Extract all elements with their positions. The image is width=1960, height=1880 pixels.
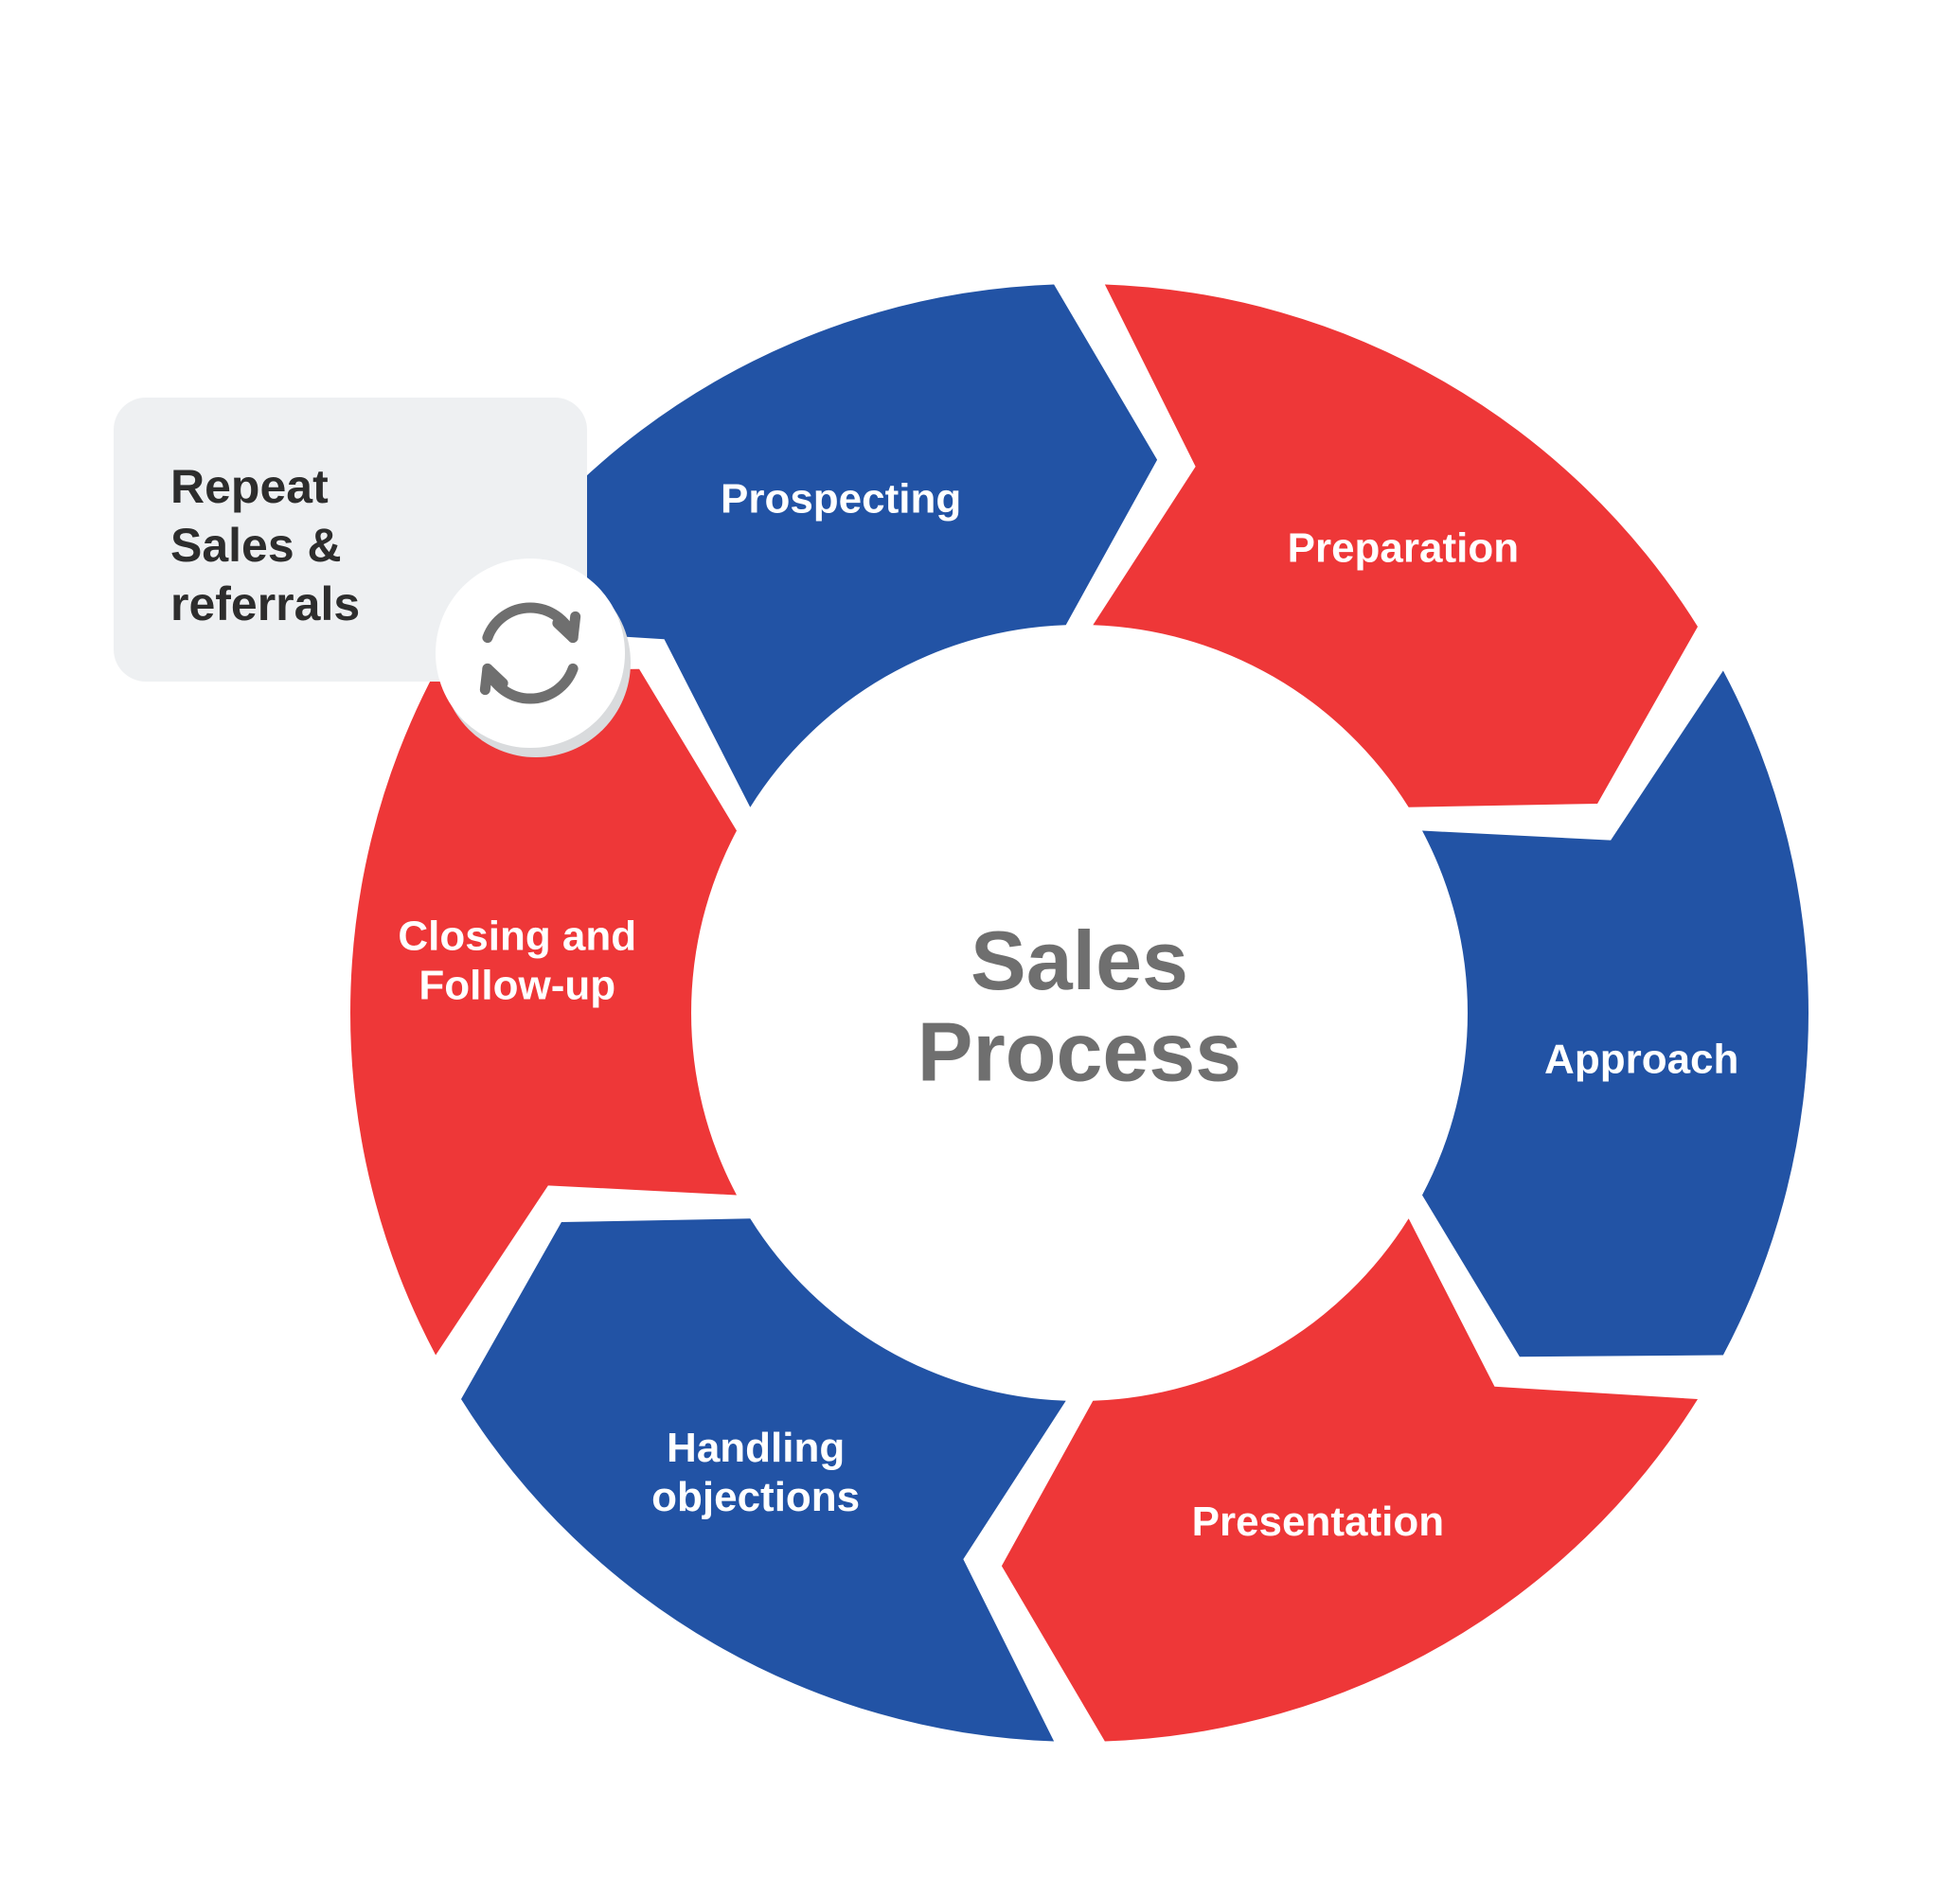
cycle-ring-svg: Prospecting Preparation Approach Presentati… xyxy=(0,0,1960,1880)
segment-label-3-0: Presentation xyxy=(1192,1499,1445,1545)
sales-process-diagram: Prospecting Preparation Approach Presentati… xyxy=(0,0,1960,1880)
center-title-line1: Sales xyxy=(971,913,1188,1007)
repeat-callout: Repeat Sales & referrals xyxy=(114,398,631,757)
center-title-line2: Process xyxy=(918,1005,1241,1099)
segment-label-2-0: Approach xyxy=(1544,1037,1738,1083)
cycle-icon-circle xyxy=(436,559,625,748)
segment-label-5-0: Closing and xyxy=(398,913,636,960)
segment-label-0-0: Prospecting xyxy=(721,475,961,522)
callout-line-2: referrals xyxy=(170,577,360,630)
callout-line-0: Repeat xyxy=(170,460,329,513)
segment-label-4-1: objections xyxy=(651,1474,860,1520)
callout-line-1: Sales & xyxy=(170,519,342,572)
segment-label-5-1: Follow-up xyxy=(419,963,615,1009)
segment-label-1-0: Preparation xyxy=(1288,524,1520,571)
segment-label-4-0: Handling xyxy=(667,1425,845,1471)
